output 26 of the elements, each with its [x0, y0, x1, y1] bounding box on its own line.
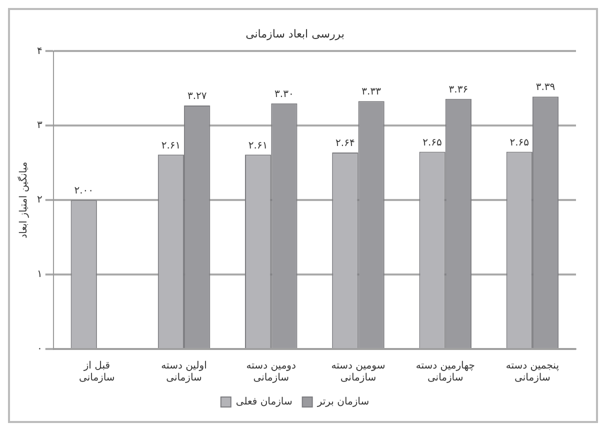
data-label: ۲.۶۱: [248, 140, 268, 152]
y-tick-label: ۳: [36, 120, 43, 132]
data-label: ۲.۶۵: [510, 137, 530, 148]
y-tick-label: ۱: [36, 269, 42, 280]
data-label: ۳.۳۳: [362, 86, 382, 98]
y-tick-label: ۲: [36, 194, 42, 206]
legend-label: سازمان برتر: [316, 396, 370, 408]
y-tick-label: ۰: [36, 344, 42, 355]
data-label: ۳.۳۶: [448, 84, 468, 96]
legend-label: سازمان فعلی: [236, 396, 292, 408]
x-tick-label: دومین دسته سازمانی: [246, 360, 296, 384]
data-label: ۳.۳۹: [536, 82, 556, 94]
data-label: ۳.۳۰: [274, 88, 294, 100]
x-tick-label: پنجمین دسته سازمانی: [506, 360, 560, 384]
chart-title: بررسی ابعاد سازمانی: [246, 27, 344, 40]
data-label: ۲.۶۵: [422, 137, 442, 148]
x-tick-label: چهارمین دسته سازمانی: [416, 360, 475, 384]
data-label: ۳.۲۷: [187, 91, 208, 102]
x-tick-label: قبل از سازمانی: [79, 360, 115, 384]
x-tick-label: اولین دسته سازمانی: [161, 360, 207, 384]
data-label: ۲.۶۱: [161, 140, 181, 152]
data-label: ۲.۰۰: [74, 186, 94, 197]
y-axis-title: میانگین امتیاز ابعاد: [18, 162, 30, 238]
x-tick-label: سومین دسته سازمانی: [331, 360, 386, 384]
data-label: ۲.۶۴: [336, 138, 355, 150]
y-tick-label: ۴: [36, 46, 42, 57]
